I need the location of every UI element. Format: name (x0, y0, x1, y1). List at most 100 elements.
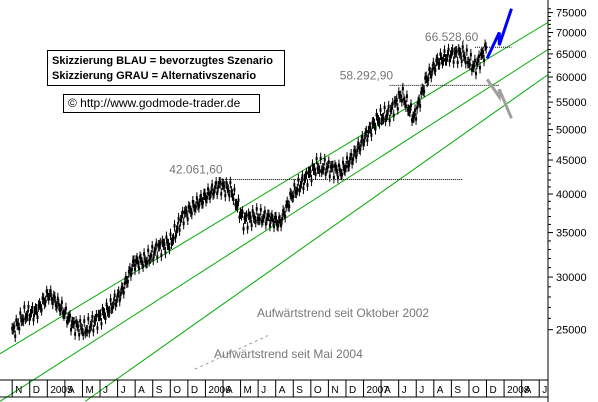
price-body (23, 305, 26, 309)
price-body (131, 259, 134, 264)
price-body (262, 214, 265, 219)
price-body (249, 215, 252, 220)
price-body (42, 297, 45, 301)
price-body (241, 210, 244, 214)
price-body (22, 318, 25, 323)
price-body (455, 50, 458, 54)
price-body (469, 52, 472, 57)
scenario-legend: Skizzierung BLAU = bevorzugtes Szenario … (47, 50, 285, 86)
price-body (136, 256, 138, 261)
price-body (375, 112, 378, 117)
price-body (347, 164, 350, 168)
price-body (399, 94, 402, 98)
price-body (430, 74, 433, 79)
price-body (39, 305, 42, 309)
price-body (376, 117, 379, 121)
price-body (188, 206, 191, 210)
y-tick-label: 25000 (556, 325, 587, 337)
price-body (439, 52, 442, 56)
price-body (27, 305, 30, 309)
price-body (29, 312, 32, 317)
price-body (368, 125, 371, 130)
price-body (74, 332, 77, 336)
x-tick-label: S (156, 385, 163, 396)
price-body (239, 211, 242, 215)
price-body (323, 157, 326, 162)
price-body (390, 106, 393, 111)
price-body (43, 301, 46, 306)
price-body (402, 97, 405, 102)
price-body (278, 216, 281, 220)
price-body (456, 60, 459, 65)
price-body (117, 290, 120, 294)
price-body (404, 104, 407, 108)
price-body (132, 259, 135, 263)
price-body (161, 239, 164, 244)
price-body (438, 62, 441, 66)
price-body (463, 55, 466, 60)
price-body (245, 214, 248, 218)
x-tick-label: A (226, 385, 233, 396)
price-body (222, 182, 225, 187)
price-body (337, 163, 340, 168)
price-body (187, 205, 190, 209)
price-body (270, 213, 273, 218)
price-body (428, 67, 431, 71)
price-body (292, 194, 295, 199)
price-body (228, 193, 231, 198)
price-body (344, 168, 347, 173)
copyright-link[interactable]: © http://www.godmode-trader.de (63, 94, 260, 113)
price-body (310, 178, 313, 183)
price-body (353, 149, 356, 153)
price-body (369, 126, 372, 130)
level-label: 66.528,60 (425, 30, 479, 44)
price-body (62, 313, 65, 317)
price-body (14, 334, 17, 338)
price-body (418, 98, 421, 102)
price-body (267, 213, 270, 218)
price-body (483, 58, 486, 63)
price-body (108, 309, 111, 314)
price-body (236, 205, 239, 209)
price-body (190, 211, 193, 216)
price-body (423, 89, 426, 94)
price-body (26, 313, 29, 317)
price-body (352, 157, 355, 161)
price-body (453, 51, 456, 55)
price-body (363, 139, 366, 143)
price-body (194, 205, 197, 209)
price-body (93, 319, 96, 324)
price-body (80, 326, 83, 331)
price-body (38, 302, 41, 306)
price-body (225, 181, 228, 185)
price-body (19, 311, 22, 315)
price-body (288, 204, 291, 209)
price-body (115, 299, 118, 303)
price-body (189, 209, 192, 213)
price-body (37, 304, 40, 308)
price-body (139, 255, 142, 259)
x-tick-label: J (542, 385, 547, 396)
price-body (351, 161, 354, 165)
price-body (406, 108, 409, 112)
scenario-sketches (485, 8, 513, 119)
price-body (145, 261, 148, 265)
price-body (174, 235, 177, 239)
price-body (168, 246, 171, 251)
price-body (125, 280, 128, 284)
price-body (414, 108, 417, 112)
price-body (223, 184, 226, 189)
price-body (441, 60, 444, 65)
annotation-pointer (194, 335, 269, 370)
price-body (381, 117, 384, 121)
price-body (127, 270, 130, 274)
price-body (316, 166, 319, 170)
price-body (393, 99, 396, 104)
price-body (276, 222, 279, 227)
price-body (242, 227, 245, 231)
price-body (150, 254, 153, 258)
price-body (356, 148, 359, 153)
price-body (440, 56, 443, 61)
price-body (287, 203, 290, 208)
price-body (471, 64, 474, 68)
